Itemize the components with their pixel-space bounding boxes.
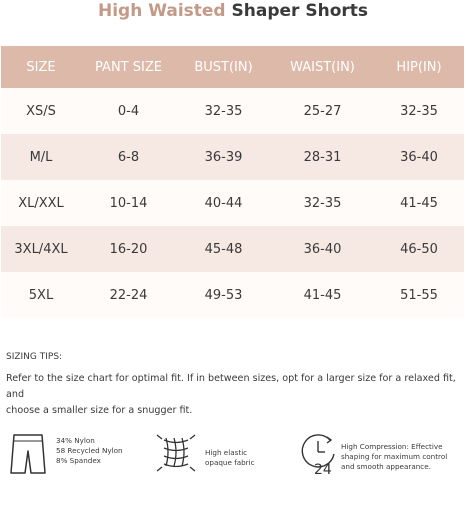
cell-bust: 32-35 xyxy=(176,88,271,134)
cell-size: XL/XXL xyxy=(1,180,81,226)
cell-bust: 40-44 xyxy=(176,180,271,226)
cell-bust: 49-53 xyxy=(176,272,271,318)
cell-size: M/L xyxy=(1,134,81,180)
cell-size: 3XL/4XL xyxy=(1,226,81,272)
cell-pant-size: 6-8 xyxy=(81,134,176,180)
sizing-tips-line: Refer to the size chart for optimal fit.… xyxy=(6,373,456,400)
header-waist: WAIST(IN) xyxy=(271,46,374,88)
cell-waist: 32-35 xyxy=(271,180,374,226)
material-line: 58 Recycled Nylon xyxy=(56,446,123,455)
shorts-icon xyxy=(10,434,46,474)
material-text: 34% Nylon 58 Recycled Nylon 8% Spandex xyxy=(56,436,123,466)
header-bust: BUST(IN) xyxy=(176,46,271,88)
feature-compression: 24 High Compression: Effective shaping f… xyxy=(298,432,460,480)
header-hip: HIP(IN) xyxy=(374,46,464,88)
page-title: High Waisted Shaper Shorts xyxy=(0,0,466,24)
material-line: 34% Nylon xyxy=(56,436,95,445)
24-hour-clock-icon: 24 xyxy=(301,434,335,476)
sizing-tips-line: choose a smaller size for a snugger fit. xyxy=(6,405,193,416)
feature-fabric: High elastic opaque fabric xyxy=(155,432,285,480)
compression-line: shaping for maximum control xyxy=(341,452,448,461)
cell-hip: 51-55 xyxy=(374,272,464,318)
cell-size: XS/S xyxy=(1,88,81,134)
sizing-tips-title: SIZING TIPS: xyxy=(6,352,63,362)
table-row: XS/S 0-4 32-35 25-27 32-35 xyxy=(1,88,464,134)
header-size: SIZE xyxy=(1,46,81,88)
header-pant-size: PANT SIZE xyxy=(81,46,176,88)
cell-pant-size: 16-20 xyxy=(81,226,176,272)
compression-line: and smooth appearance. xyxy=(341,462,431,471)
elastic-mesh-icon xyxy=(156,434,196,472)
cell-hip: 46-50 xyxy=(374,226,464,272)
cell-waist: 41-45 xyxy=(271,272,374,318)
size-chart-table: SIZE PANT SIZE BUST(IN) WAIST(IN) HIP(IN… xyxy=(1,46,464,318)
title-main: Shaper Shorts xyxy=(231,1,369,21)
fabric-line: High elastic xyxy=(205,448,248,457)
fabric-text: High elastic opaque fabric xyxy=(205,448,255,468)
cell-hip: 36-40 xyxy=(374,134,464,180)
cell-waist: 28-31 xyxy=(271,134,374,180)
table-row: 5XL 22-24 49-53 41-45 51-55 xyxy=(1,272,464,318)
cell-bust: 36-39 xyxy=(176,134,271,180)
fabric-line: opaque fabric xyxy=(205,458,255,467)
clock-label: 24 xyxy=(314,462,332,476)
cell-pant-size: 10-14 xyxy=(81,180,176,226)
cell-pant-size: 0-4 xyxy=(81,88,176,134)
sizing-tips-text: Refer to the size chart for optimal fit.… xyxy=(6,371,458,419)
cell-hip: 41-45 xyxy=(374,180,464,226)
table-row: XL/XXL 10-14 40-44 32-35 41-45 xyxy=(1,180,464,226)
table-row: 3XL/4XL 16-20 45-48 36-40 46-50 xyxy=(1,226,464,272)
cell-bust: 45-48 xyxy=(176,226,271,272)
cell-waist: 25-27 xyxy=(271,88,374,134)
title-accent: High Waisted xyxy=(97,1,226,21)
compression-line: High Compression: Effective xyxy=(341,442,443,451)
cell-waist: 36-40 xyxy=(271,226,374,272)
table-header-row: SIZE PANT SIZE BUST(IN) WAIST(IN) HIP(IN… xyxy=(1,46,464,88)
table-row: M/L 6-8 36-39 28-31 36-40 xyxy=(1,134,464,180)
cell-pant-size: 22-24 xyxy=(81,272,176,318)
cell-hip: 32-35 xyxy=(374,88,464,134)
feature-material: 34% Nylon 58 Recycled Nylon 8% Spandex xyxy=(10,432,140,480)
compression-text: High Compression: Effective shaping for … xyxy=(341,442,447,472)
material-line: 8% Spandex xyxy=(56,456,101,465)
cell-size: 5XL xyxy=(1,272,81,318)
